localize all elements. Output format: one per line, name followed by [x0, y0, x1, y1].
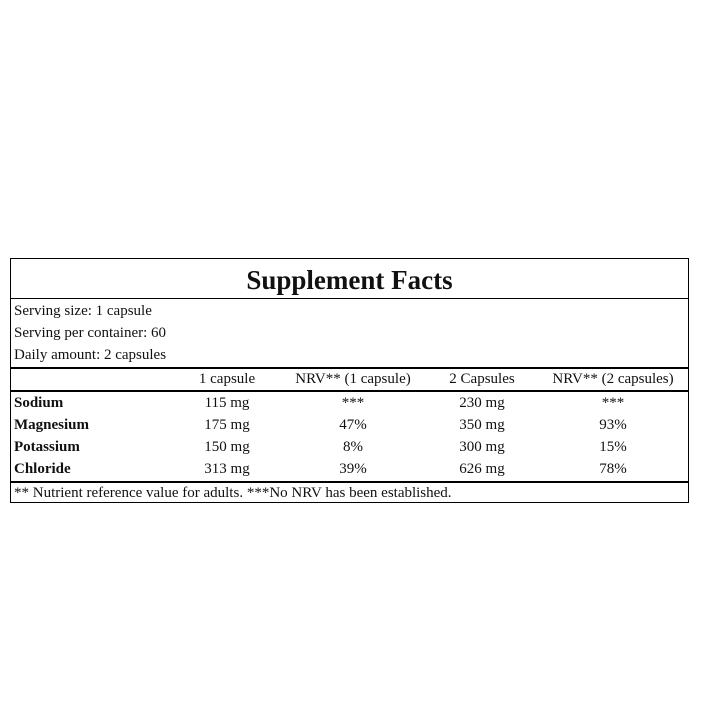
serving-line: Serving per container: 60 — [14, 325, 167, 341]
cell: 230 mg — [459, 395, 505, 411]
nutrient-name: Chloride — [14, 461, 71, 477]
cell: *** — [601, 395, 625, 411]
footnote: ** Nutrient reference value for adults. … — [14, 485, 452, 501]
cell: 350 mg — [459, 417, 505, 433]
cell: 47% — [339, 417, 367, 433]
cell: 8% — [343, 439, 363, 455]
rule — [11, 481, 688, 483]
column-header: 1 capsule — [198, 371, 256, 387]
title: Supplement Facts — [246, 265, 453, 295]
cell: 93% — [599, 417, 627, 433]
cell: 39% — [339, 461, 367, 477]
nutrient-name: Potassium — [14, 439, 80, 455]
column-header: NRV** (1 capsule) — [295, 371, 411, 387]
cell: 150 mg — [204, 439, 250, 455]
serving-line: Daily amount: 2 capsules — [14, 347, 167, 363]
cell: 175 mg — [204, 417, 250, 433]
cell: *** — [341, 395, 365, 411]
nutrient-name: Sodium — [14, 395, 64, 411]
rule — [11, 298, 688, 299]
cell: 313 mg — [204, 461, 250, 477]
rule — [11, 367, 688, 369]
nutrient-name: Magnesium — [14, 417, 89, 433]
cell: 300 mg — [459, 439, 505, 455]
serving-line: Serving size: 1 capsule — [14, 303, 152, 319]
supplement-facts: Supplement Facts Serving size: 1 capsule… — [10, 258, 689, 503]
cell: 15% — [599, 439, 627, 455]
column-header: 2 Capsules — [449, 371, 515, 387]
column-header: NRV** (2 capsules) — [552, 371, 674, 387]
cell: 626 mg — [459, 461, 505, 477]
rule — [11, 390, 688, 392]
cell: 78% — [599, 461, 627, 477]
cell: 115 mg — [204, 395, 250, 411]
